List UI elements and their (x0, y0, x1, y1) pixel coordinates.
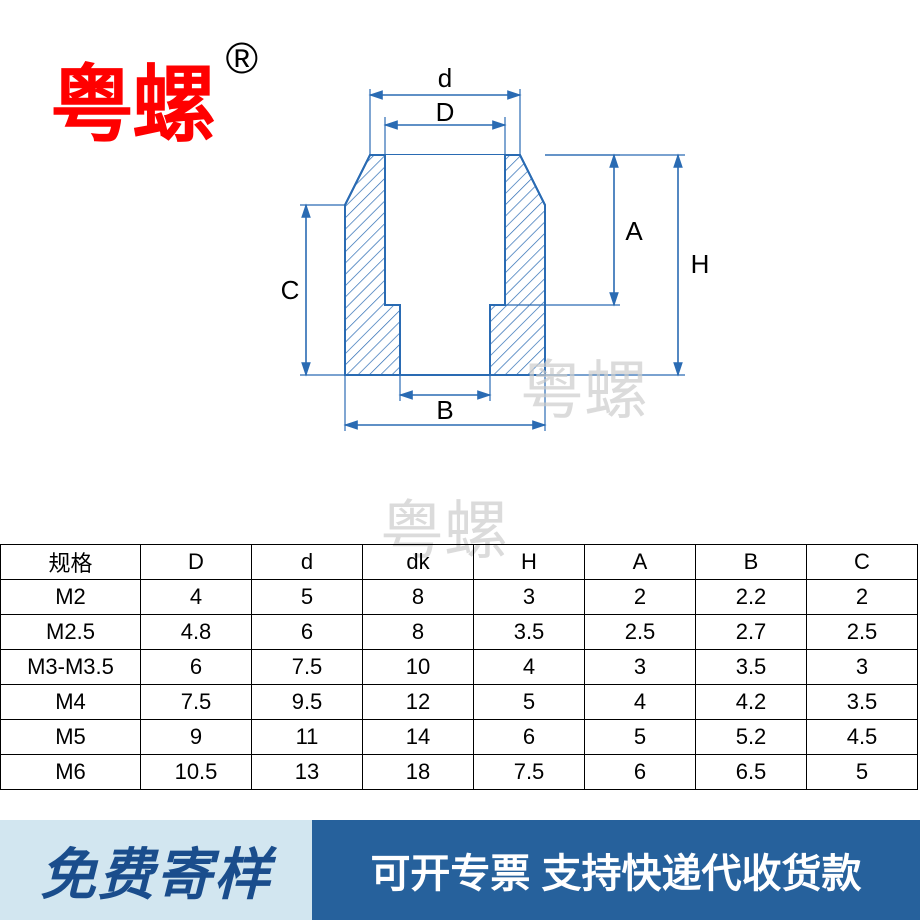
product-spec-sheet: 粤螺 ® (0, 0, 920, 920)
cell: 2.5 (585, 615, 696, 650)
cell: 2 (585, 580, 696, 615)
cell: M4 (1, 685, 141, 720)
cell: 5 (474, 685, 585, 720)
table-row: M591114655.24.5 (1, 720, 918, 755)
cell: 3 (474, 580, 585, 615)
cell: 8 (363, 580, 474, 615)
cell: M2 (1, 580, 141, 615)
cell: 5 (807, 755, 918, 790)
cell: 4.8 (141, 615, 252, 650)
cell: M3-M3.5 (1, 650, 141, 685)
cell: 2.7 (696, 615, 807, 650)
footer-right: 可开专票 支持快递代收货款 (312, 820, 920, 920)
cell: 10.5 (141, 755, 252, 790)
cell: 2.2 (696, 580, 807, 615)
cell: 4 (141, 580, 252, 615)
col-2: d (252, 545, 363, 580)
cell: 3.5 (474, 615, 585, 650)
cell: 14 (363, 720, 474, 755)
col-1: D (141, 545, 252, 580)
footer-left: 免费寄样 (0, 820, 312, 920)
label-C: C (281, 275, 300, 305)
cell: 10 (363, 650, 474, 685)
cell: 5.2 (696, 720, 807, 755)
cell: 3.5 (696, 650, 807, 685)
cell: M2.5 (1, 615, 141, 650)
cell: 13 (252, 755, 363, 790)
cell: M6 (1, 755, 141, 790)
label-dK: dK (430, 432, 459, 435)
cell: 7.5 (141, 685, 252, 720)
footer-banner: 免费寄样 可开专票 支持快递代收货款 (0, 820, 920, 920)
spec-table: 规格DddkHABC M2458322.22M2.54.8683.52.52.7… (0, 544, 918, 790)
cell: 4.5 (807, 720, 918, 755)
cell: 9 (141, 720, 252, 755)
cell: 11 (252, 720, 363, 755)
col-0: 规格 (1, 545, 141, 580)
cell: 9.5 (252, 685, 363, 720)
cell: 12 (363, 685, 474, 720)
cell: 4 (585, 685, 696, 720)
cell: 5 (585, 720, 696, 755)
col-5: A (585, 545, 696, 580)
cell: 7.5 (252, 650, 363, 685)
cell: 3 (585, 650, 696, 685)
table-row: M2.54.8683.52.52.72.5 (1, 615, 918, 650)
table-row: M2458322.22 (1, 580, 918, 615)
brand-name: 粤螺 (50, 60, 214, 153)
cell: 3 (807, 650, 918, 685)
cell: 6 (252, 615, 363, 650)
col-7: C (807, 545, 918, 580)
cell: M5 (1, 720, 141, 755)
cell: 2 (807, 580, 918, 615)
col-6: B (696, 545, 807, 580)
brand-logo: 粤螺 ® (50, 65, 214, 149)
table-row: M610.513187.566.55 (1, 755, 918, 790)
cell: 6 (585, 755, 696, 790)
col-4: H (474, 545, 585, 580)
cell: 6 (141, 650, 252, 685)
label-d: d (438, 63, 452, 93)
cell: 7.5 (474, 755, 585, 790)
cell: 4.2 (696, 685, 807, 720)
cell: 18 (363, 755, 474, 790)
col-3: dk (363, 545, 474, 580)
cell: 6 (474, 720, 585, 755)
table-row: M3-M3.567.510433.53 (1, 650, 918, 685)
cell: 4 (474, 650, 585, 685)
cell: 5 (252, 580, 363, 615)
cell: 2.5 (807, 615, 918, 650)
label-H: H (691, 249, 710, 279)
technical-diagram: d D B dK A H C (270, 55, 740, 435)
cell: 8 (363, 615, 474, 650)
registered-icon: ® (226, 37, 256, 81)
label-D: D (436, 97, 455, 127)
cell: 6.5 (696, 755, 807, 790)
label-B: B (436, 395, 453, 425)
cell: 3.5 (807, 685, 918, 720)
label-A: A (625, 216, 643, 246)
table-row: M47.59.512544.23.5 (1, 685, 918, 720)
